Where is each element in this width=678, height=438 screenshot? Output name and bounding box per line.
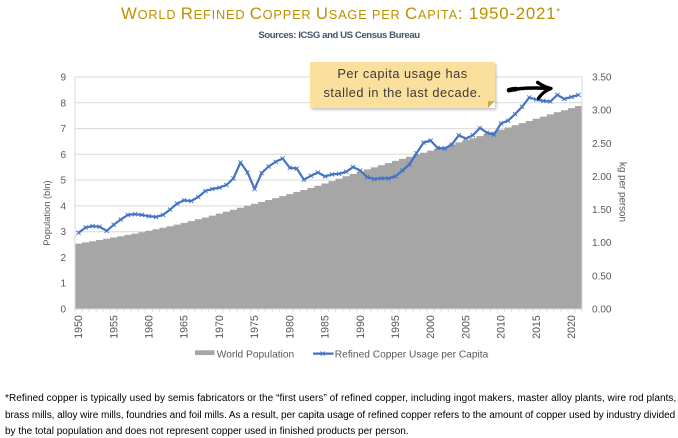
svg-text:1955: 1955 (108, 315, 120, 339)
svg-text:1970: 1970 (214, 315, 226, 339)
svg-text:6: 6 (60, 150, 66, 161)
svg-text:3: 3 (60, 227, 66, 238)
svg-text:2015: 2015 (531, 315, 543, 339)
svg-text:3.00: 3.00 (592, 106, 612, 117)
svg-text:2.00: 2.00 (592, 172, 612, 183)
svg-text:8: 8 (60, 98, 66, 109)
svg-text:0: 0 (60, 305, 66, 316)
svg-text:4: 4 (60, 201, 66, 212)
svg-text:Refined Copper Usage per Capit: Refined Copper Usage per Capita (335, 350, 489, 361)
svg-text:3.50: 3.50 (592, 73, 612, 84)
svg-text:2005: 2005 (460, 315, 472, 339)
svg-text:Population (bln): Population (bln) (42, 180, 52, 245)
svg-text:7: 7 (60, 124, 66, 135)
svg-text:1990: 1990 (355, 315, 367, 339)
svg-text:1975: 1975 (249, 315, 261, 339)
svg-text:2.50: 2.50 (592, 139, 612, 150)
svg-text:kg per person: kg per person (617, 162, 628, 222)
svg-text:1985: 1985 (320, 315, 332, 339)
svg-text:2010: 2010 (496, 315, 508, 339)
svg-text:2: 2 (60, 253, 66, 264)
svg-text:1.50: 1.50 (592, 205, 612, 216)
svg-text:9: 9 (60, 73, 66, 84)
svg-text:World Population: World Population (217, 350, 294, 361)
svg-text:1: 1 (60, 279, 66, 290)
svg-text:1995: 1995 (390, 315, 402, 339)
svg-text:1965: 1965 (179, 315, 191, 339)
svg-text:0.50: 0.50 (592, 271, 612, 282)
svg-text:1980: 1980 (284, 315, 296, 339)
svg-text:1.00: 1.00 (592, 238, 612, 249)
svg-text:2000: 2000 (425, 315, 437, 339)
svg-text:1960: 1960 (144, 315, 156, 339)
svg-text:5: 5 (60, 176, 66, 187)
svg-text:1950: 1950 (73, 315, 85, 339)
svg-text:2020: 2020 (566, 315, 578, 339)
svg-text:0.00: 0.00 (592, 305, 612, 316)
